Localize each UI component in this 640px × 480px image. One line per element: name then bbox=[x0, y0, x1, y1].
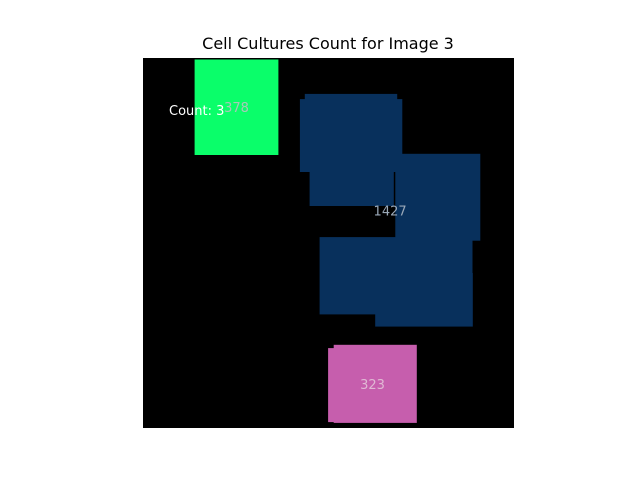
region-3-rect-1 bbox=[333, 344, 417, 423]
region-1-rect-1 bbox=[194, 59, 279, 155]
region-labels: 378 1427 323 bbox=[224, 101, 407, 393]
culture-regions bbox=[194, 59, 481, 423]
region-2-label: 1427 bbox=[374, 204, 407, 219]
count-label: Count: 3 bbox=[169, 104, 224, 119]
region-2-rect-3 bbox=[309, 146, 394, 206]
region-2-rect-4 bbox=[395, 153, 481, 241]
region-3-rect-2 bbox=[328, 348, 343, 423]
region-2-rect-6 bbox=[375, 273, 473, 327]
chart-title: Cell Cultures Count for Image 3 bbox=[202, 34, 454, 53]
region-1-label: 378 bbox=[224, 101, 249, 116]
region-3-label: 323 bbox=[360, 378, 385, 393]
